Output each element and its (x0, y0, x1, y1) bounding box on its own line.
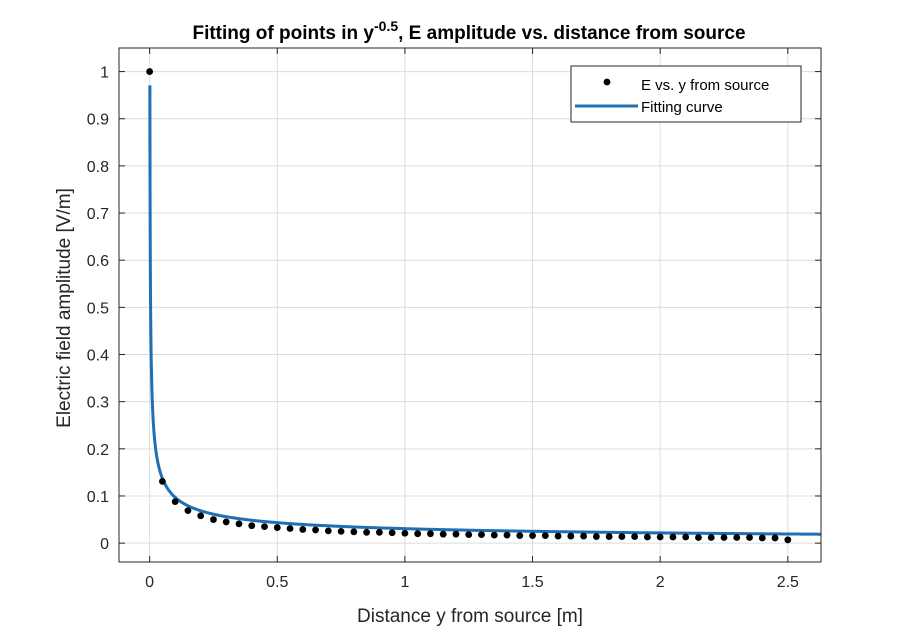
title-main: Fitting of points in y (192, 23, 374, 44)
x-tick-label: 2.5 (777, 574, 799, 591)
data-point (171, 498, 179, 506)
title-exponent: -0.5 (374, 18, 398, 34)
data-point (427, 530, 434, 538)
data-point (184, 507, 192, 514)
title-rest: , E amplitude vs. distance from source (398, 23, 745, 44)
data-point (375, 528, 383, 536)
data-point (363, 528, 371, 536)
data-point (158, 477, 166, 485)
ticks: 0 0.5 1 1.5 2 2.5 0 0.1 0.2 0.3 0.4 0.5 0.6 0.7 0.8 0.9… (87, 48, 821, 591)
y-tick-label: 0.6 (87, 253, 109, 270)
y-tick-label: 0.1 (87, 489, 109, 506)
data-point (286, 525, 294, 532)
x-tick-label: 0 (145, 574, 154, 591)
y-axis-label: Electric field amplitude [V/m] (54, 188, 75, 428)
axes-background (119, 48, 821, 562)
data-point (439, 530, 447, 538)
legend: E vs. y from source Fitting curve (570, 65, 802, 123)
data-point (503, 531, 511, 539)
data-point (388, 529, 396, 537)
data-point (618, 533, 626, 540)
data-point (478, 531, 485, 539)
x-tick-label: 2 (656, 574, 665, 591)
data-point (337, 527, 345, 535)
data-point (669, 533, 677, 541)
data-point (516, 532, 524, 539)
data-point (273, 524, 281, 531)
data-points-layer (146, 68, 792, 544)
data-point (605, 533, 613, 540)
data-point (746, 534, 753, 541)
data-point (592, 533, 600, 540)
x-tick-label: 1.5 (521, 574, 543, 591)
data-point (324, 527, 332, 535)
legend-marker-points (603, 78, 611, 86)
legend-label-points: E vs. y from source (641, 77, 769, 94)
data-point (554, 532, 562, 540)
data-point (707, 534, 715, 541)
data-point (695, 534, 702, 541)
data-point (580, 532, 587, 540)
data-point (452, 530, 460, 538)
data-point (248, 522, 256, 530)
data-point (541, 532, 549, 539)
legend-label-fit: Fitting curve (641, 99, 723, 116)
chart-title: Fitting of points in y-0.5, E amplitude … (192, 18, 745, 44)
data-point (644, 533, 651, 541)
x-axis-label: Distance y from source [m] (357, 606, 583, 627)
data-point (222, 518, 230, 526)
x-tick-label: 0.5 (266, 574, 288, 591)
plot-area: 0 0.5 1 1.5 2 2.5 0 0.1 0.2 0.3 0.4 0.5 0.6 0.7 0.8 0.9… (87, 47, 822, 591)
data-point (146, 68, 154, 75)
data-point (261, 523, 268, 531)
legend-box (570, 65, 802, 123)
data-point (197, 512, 205, 520)
data-point (758, 534, 766, 542)
y-tick-label: 1 (100, 65, 109, 82)
data-point (771, 534, 779, 542)
data-point (682, 533, 690, 541)
y-tick-label: 0.2 (87, 442, 109, 459)
y-tick-label: 0.9 (87, 112, 109, 129)
axes-box (118, 47, 822, 563)
y-tick-label: 0.5 (87, 300, 109, 317)
data-point (312, 526, 319, 534)
x-tick-label: 1 (400, 574, 409, 591)
grid (119, 48, 821, 562)
y-tick-label: 0.3 (87, 395, 109, 412)
data-point (529, 532, 536, 539)
data-point (210, 516, 217, 523)
y-tick-label: 0 (100, 536, 109, 553)
data-point (656, 533, 664, 541)
data-point (401, 529, 409, 537)
data-point (733, 534, 741, 541)
data-point (567, 532, 575, 540)
data-point (465, 531, 473, 539)
y-tick-label: 0.8 (87, 159, 109, 176)
data-point (299, 526, 307, 533)
data-point (350, 528, 358, 536)
data-point (414, 530, 422, 538)
data-point (490, 531, 498, 539)
data-point (235, 520, 243, 528)
data-point (720, 534, 728, 541)
y-tick-label: 0.7 (87, 206, 109, 223)
data-point (631, 533, 639, 540)
data-point (784, 536, 792, 544)
y-tick-label: 0.4 (87, 348, 109, 365)
